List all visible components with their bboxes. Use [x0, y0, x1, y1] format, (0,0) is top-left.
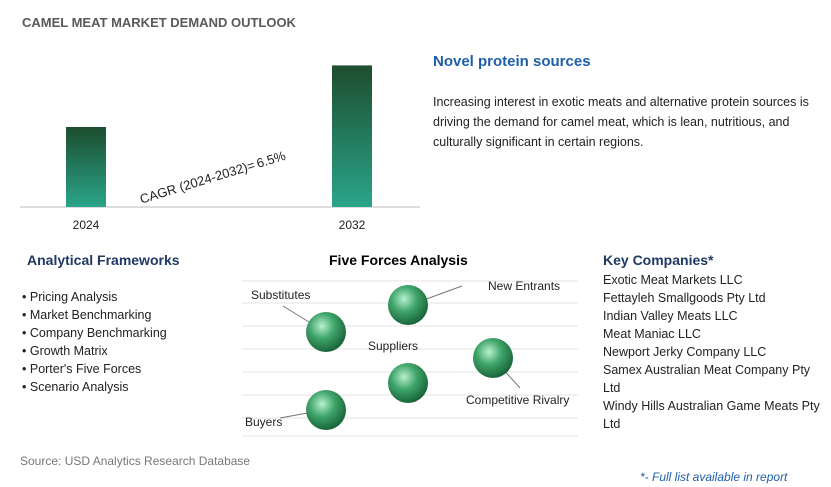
list-item: Windy Hills Australian Game Meats Pty Lt… — [603, 399, 820, 431]
source: Source: USD Analytics Research Database — [20, 454, 251, 468]
frameworks-title: Analytical Frameworks — [27, 252, 180, 268]
cagr: CAGR (2024-2032)= 6.5% — [138, 148, 288, 207]
force-label: Substitutes — [251, 288, 310, 302]
companies-title: Key Companies* — [603, 252, 714, 268]
list-item: Fettayleh Smallgoods Pty Ltd — [603, 291, 766, 305]
list-item: Porter's Five Forces — [22, 360, 167, 378]
x-tick-label: 2024 — [73, 218, 100, 232]
force-label: Buyers — [245, 415, 282, 429]
five-forces-title: Five Forces Analysis — [329, 252, 468, 268]
force-label: Competitive Rivalry — [466, 393, 569, 407]
five-forces-diagram: Substitutes New Entrants Suppliers Compe… — [242, 279, 578, 437]
bar — [66, 127, 106, 207]
companies-list: Exotic Meat Markets LLC Fettayleh Smallgo… — [603, 271, 825, 433]
cagr-value: 6.5% — [255, 148, 288, 171]
list-item: Scenario Analysis — [22, 378, 167, 396]
highlight-title: Novel protein sources — [433, 53, 591, 70]
list-item: Growth Matrix — [22, 342, 167, 360]
list-item: Exotic Meat Markets LLC — [603, 273, 743, 287]
force-label: Suppliers — [368, 339, 418, 353]
list-item: Pricing Analysis — [22, 288, 167, 306]
x-tick-label: 2032 — [339, 218, 366, 232]
title: CAMEL MEAT MARKET DEMAND OUTLOOK — [22, 15, 296, 30]
list-item: Newport Jerky Company LLC — [603, 345, 767, 359]
list-item: Indian Valley Meats LLC — [603, 309, 738, 323]
force-label: New Entrants — [488, 279, 560, 293]
list-item: Market Benchmarking — [22, 306, 167, 324]
footnote: *- Full list available in report — [640, 470, 788, 484]
list-item: Meat Maniac LLC — [603, 327, 701, 341]
list-item: Company Benchmarking — [22, 324, 167, 342]
cagr-label: CAGR (2024-2032)= — [138, 157, 257, 206]
highlight-text: Increasing interest in exotic meats and … — [433, 95, 809, 149]
list-item: Samex Australian Meat Company Pty Ltd — [603, 363, 811, 395]
bar — [332, 65, 372, 208]
frameworks-list: Pricing AnalysisMarket BenchmarkingCompa… — [22, 288, 167, 396]
